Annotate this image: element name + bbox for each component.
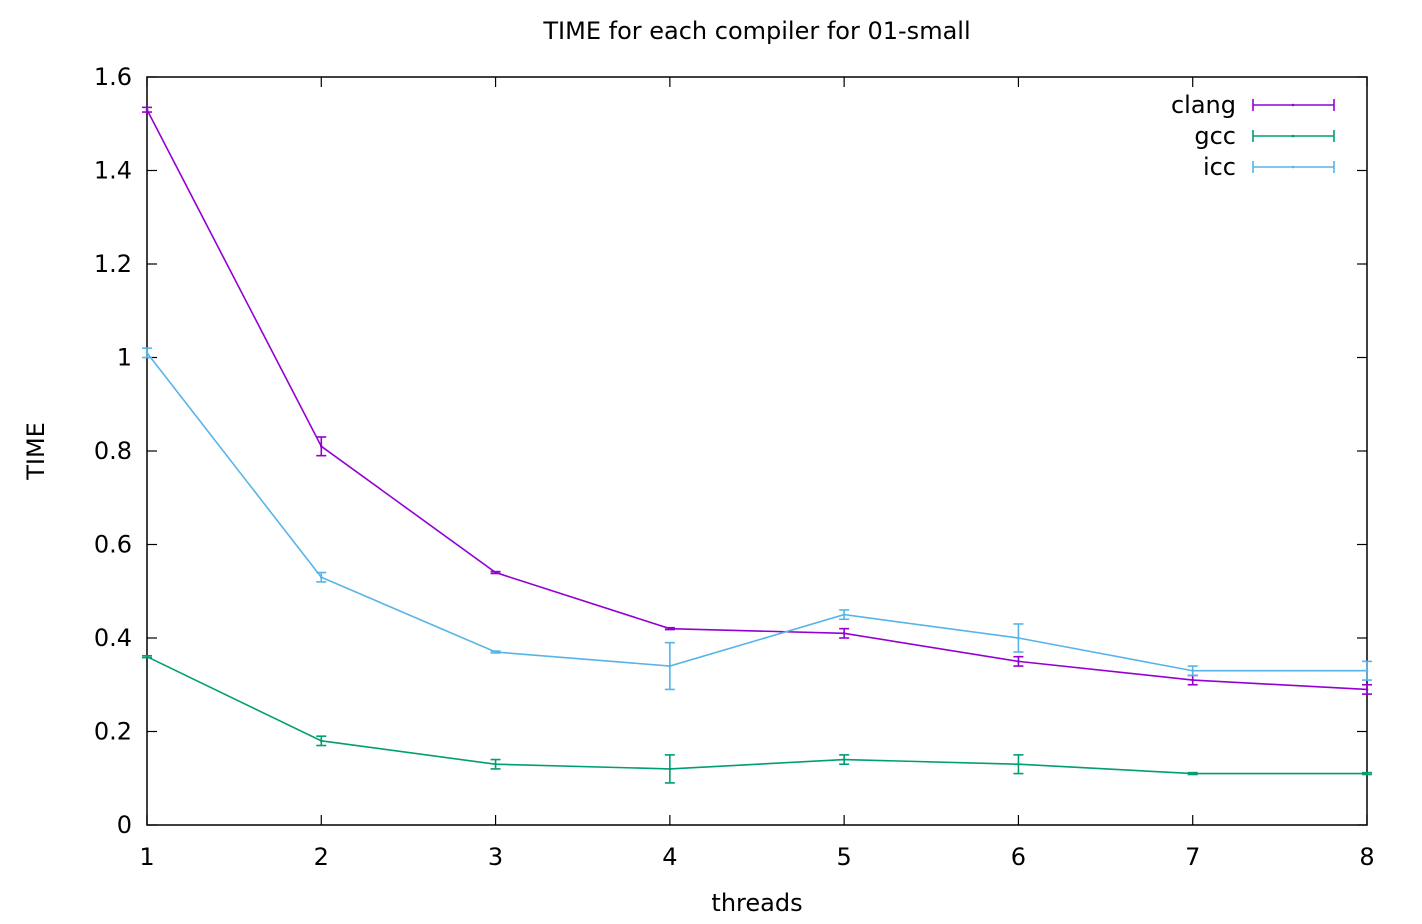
data-point-icc (145, 351, 149, 355)
data-point-clang (494, 571, 497, 574)
y-tick-label: 1.2 (94, 250, 132, 278)
y-tick-label: 1.6 (94, 63, 132, 91)
data-point-icc (842, 613, 846, 616)
series-gcc (142, 654, 1372, 784)
data-point-clang (319, 445, 323, 448)
legend-swatch-point (1291, 165, 1295, 169)
series-layer (142, 106, 1372, 784)
data-point-clang (1191, 678, 1195, 682)
data-point-gcc (1191, 772, 1195, 775)
y-tick-label: 0.4 (94, 624, 132, 652)
legend-item-clang: clang (1171, 91, 1335, 119)
legend-label: gcc (1194, 122, 1236, 150)
legend-swatch-point (1291, 103, 1295, 107)
x-tick-label: 2 (314, 843, 329, 871)
x-tick-label: 5 (837, 843, 852, 871)
data-point-clang (145, 108, 149, 112)
data-point-clang (668, 627, 672, 630)
data-point-gcc (1365, 772, 1369, 775)
series-clang (142, 106, 1372, 695)
data-point-icc (494, 650, 497, 654)
data-point-gcc (319, 739, 323, 743)
x-tick-label: 8 (1359, 843, 1374, 871)
data-point-gcc (145, 655, 149, 658)
legend-label: icc (1203, 153, 1236, 181)
data-point-clang (1017, 660, 1020, 663)
x-axis-label: threads (711, 889, 802, 917)
legend-label: clang (1171, 91, 1236, 119)
y-tick-label: 0 (117, 811, 132, 839)
y-tick-label: 0.2 (94, 718, 132, 746)
series-line-clang (146, 109, 1368, 691)
x-tick-label: 3 (488, 843, 503, 871)
series-icc (142, 347, 1372, 691)
data-point-icc (319, 575, 323, 579)
chart-title: TIME for each compiler for 01-small (542, 17, 970, 45)
y-tick-label: 1.4 (94, 157, 132, 185)
x-tick-label: 6 (1011, 843, 1026, 871)
data-point-clang (842, 632, 846, 635)
data-point-gcc (1017, 762, 1020, 766)
data-point-gcc (494, 762, 497, 766)
series-line-icc (146, 352, 1367, 672)
legend-item-gcc: gcc (1194, 122, 1335, 150)
data-point-icc (1017, 636, 1020, 640)
data-point-clang (1365, 688, 1369, 691)
legend: clang gcc icc (1171, 91, 1335, 181)
data-point-gcc (842, 758, 846, 761)
data-point-icc (668, 664, 672, 668)
y-tick-label: 0.6 (94, 531, 132, 559)
legend-swatch-point (1291, 134, 1295, 138)
series-line-gcc (146, 655, 1367, 775)
axes: 0 0.2 0.4 0.6 0.8 1 1.2 1.4 1.6 1 2 3 4 5 6 7 8 (94, 63, 1375, 871)
x-tick-label: 4 (662, 843, 677, 871)
y-tick-label: 1 (117, 344, 132, 372)
data-point-gcc (668, 767, 672, 771)
x-tick-label: 7 (1185, 843, 1200, 871)
legend-item-icc: icc (1203, 153, 1335, 181)
y-tick-label: 0.8 (94, 437, 132, 465)
y-axis-label: TIME (22, 422, 50, 481)
x-tick-label: 1 (139, 843, 154, 871)
data-point-icc (1191, 669, 1195, 673)
data-point-icc (1365, 669, 1369, 673)
